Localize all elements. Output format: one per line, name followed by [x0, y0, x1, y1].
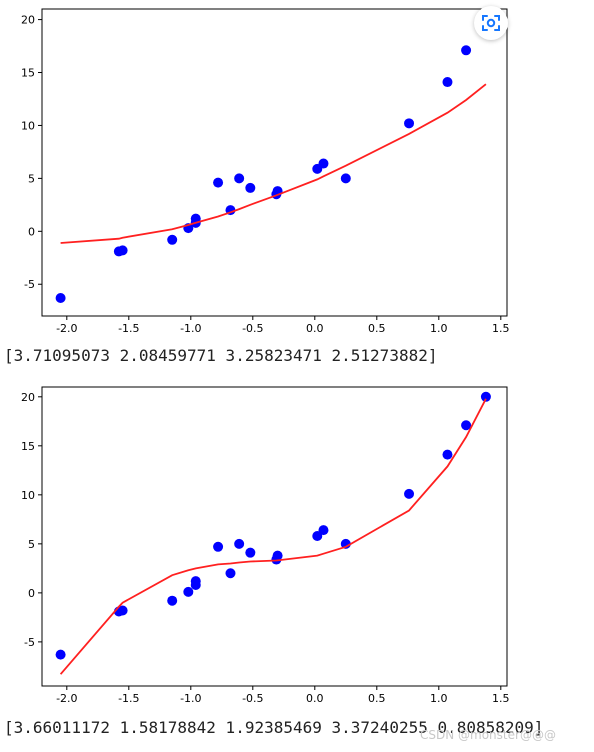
plot-frame [41, 386, 508, 687]
data-point [245, 547, 256, 558]
data-point [461, 45, 472, 56]
coefficients-output-2: [3.66011172 1.58178842 1.92385469 3.3724… [4, 718, 544, 737]
y-tick-label: 20 [21, 391, 35, 404]
y-tick-label: 15 [21, 67, 35, 80]
data-point [190, 213, 201, 224]
x-tick-label: 0.5 [368, 692, 386, 705]
data-point [55, 293, 66, 304]
fit-line [60, 83, 487, 244]
data-point [442, 77, 453, 88]
data-point [404, 488, 415, 499]
y-tick-label: 10 [21, 489, 35, 502]
data-point [480, 391, 491, 402]
data-point [461, 420, 472, 431]
fit-line [59, 398, 487, 675]
x-tick-label: 0.0 [306, 322, 324, 335]
chart-1: -2.0 -1.5 -1.0 -0.5 0.0 0.5 1.0 1.5 -5 0 5 10 15 20 [21, 8, 510, 335]
scan-icon [482, 15, 500, 31]
data-point [190, 576, 201, 587]
data-point [318, 525, 329, 536]
data-point [225, 568, 236, 579]
y-tick-label: 20 [21, 14, 35, 27]
data-point [234, 173, 245, 184]
y-tick-label: 15 [21, 440, 35, 453]
x-tick-label: 1.5 [492, 692, 510, 705]
x-tick-label: -1.5 [118, 322, 139, 335]
data-point [442, 449, 453, 460]
y-tick-label: 5 [28, 538, 35, 551]
y-tick-label: 0 [28, 587, 35, 600]
y-tick-label: -5 [24, 636, 35, 649]
data-point [272, 550, 283, 561]
data-point [404, 118, 415, 129]
x-tick-label: 1.5 [492, 322, 510, 335]
data-point [117, 245, 128, 256]
coefficients-output-1: [3.71095073 2.08459771 3.25823471 2.5127… [4, 346, 438, 365]
data-point [234, 538, 245, 549]
data-point [318, 158, 329, 169]
data-point [167, 595, 178, 606]
data-point [183, 586, 194, 597]
scan-button[interactable] [474, 6, 508, 40]
data-point [117, 605, 128, 616]
chart-2: -2.0 -1.5 -1.0 -0.5 0.0 0.5 1.0 1.5 -5 0 5 10 15 20 [21, 386, 510, 705]
x-tick-label: 1.0 [430, 692, 448, 705]
y-tick-label: -5 [24, 278, 35, 291]
x-tick-label: -1.0 [180, 692, 201, 705]
data-point [213, 541, 224, 552]
data-point [312, 531, 323, 542]
x-tick-label: 0.5 [368, 322, 386, 335]
y-tick-label: 10 [21, 119, 35, 132]
data-point [245, 182, 256, 193]
x-tick-label: 0.0 [306, 692, 324, 705]
x-tick-label: -0.5 [242, 692, 263, 705]
x-tick-label: -2.0 [56, 322, 77, 335]
watermark: CSDN @monster@@@ [420, 728, 556, 742]
x-tick-label: -2.0 [56, 692, 77, 705]
x-tick-label: -1.5 [118, 692, 139, 705]
data-point [55, 649, 66, 660]
x-tick-label: -1.0 [180, 322, 201, 335]
x-tick-label: 1.0 [430, 322, 448, 335]
x-tick-label: -0.5 [242, 322, 263, 335]
data-point [167, 234, 178, 245]
y-tick-label: 5 [28, 172, 35, 185]
y-tick-label: 0 [28, 225, 35, 238]
data-point [340, 173, 351, 184]
plot-frame [41, 8, 508, 317]
data-point [213, 177, 224, 188]
